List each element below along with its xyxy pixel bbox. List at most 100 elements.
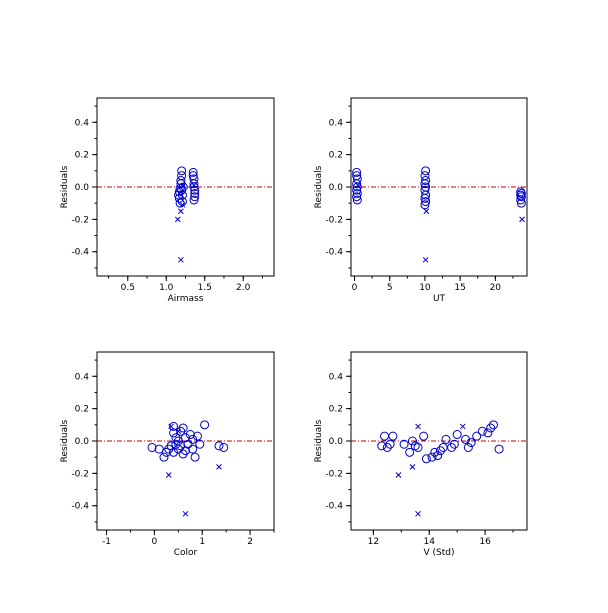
data-point-circle <box>421 166 431 176</box>
data-point-circle <box>427 452 437 462</box>
x-tick-label: 0 <box>152 537 158 547</box>
data-point-circle <box>435 446 445 456</box>
data-point-circle <box>447 442 457 452</box>
y-tick-label: 0.2 <box>75 151 89 161</box>
x-tick-label: 1.0 <box>159 283 174 293</box>
y-tick-label: -0.2 <box>71 215 89 225</box>
data-point-circle <box>189 179 199 189</box>
data-point-circle <box>161 447 171 457</box>
x-tick-label: 5 <box>387 283 393 293</box>
data-point-circle <box>388 431 398 441</box>
data-point-circle <box>352 192 362 202</box>
data-point-circle <box>200 420 210 430</box>
data-point-circle <box>352 188 362 198</box>
data-point-circle <box>174 193 184 203</box>
data-point-circle <box>181 446 190 456</box>
data-point-circle <box>188 434 198 444</box>
data-point-cross <box>395 472 402 478</box>
data-point-circle <box>147 442 157 452</box>
data-point-circle <box>441 434 451 444</box>
data-point-circle <box>380 431 390 441</box>
y-tick-label: -0.4 <box>325 502 343 512</box>
data-point-circle <box>185 430 195 440</box>
data-point-circle <box>171 439 181 449</box>
y-tick-label: 0.4 <box>329 372 344 382</box>
data-point-circle <box>195 439 205 449</box>
y-tick-label: -0.2 <box>71 469 89 479</box>
data-point-circle <box>421 454 431 464</box>
data-point-circle <box>181 433 190 443</box>
data-point-cross <box>216 464 222 470</box>
y-tick-label: 0.0 <box>329 183 344 193</box>
data-point-circle <box>405 447 415 457</box>
plot-panel-1: 0.5 1.0 1.5 2.0 -0.4 -0.2 0.0 0.2 0.4 Airmass Resi… <box>60 97 275 304</box>
data-point-circle <box>189 195 199 205</box>
data-point-circle <box>176 441 186 451</box>
x-tick-label: 15 <box>454 283 465 293</box>
data-point-circle <box>466 438 476 448</box>
data-point-circle <box>516 195 526 205</box>
data-point-circle <box>352 167 362 177</box>
data-point-circle <box>421 190 431 200</box>
data-point-circle <box>177 171 187 181</box>
data-point-cross <box>191 182 197 189</box>
data-point-circle <box>219 442 229 452</box>
data-point-circle <box>164 444 174 454</box>
y-tick-label: 0.4 <box>75 118 90 128</box>
data-point-circle <box>214 441 224 451</box>
data-point-circle <box>159 452 169 462</box>
y-tick-label: 0.2 <box>329 151 343 161</box>
data-point-circle <box>449 439 459 449</box>
plot-panel-3: -1 0 1 2 -0.4 -0.2 0.0 0.2 0.4 Color Residuals <box>60 351 275 558</box>
data-point-circle <box>385 439 395 449</box>
y-tick-label: -0.2 <box>325 469 343 479</box>
x-axis-label: V (Std) <box>424 548 455 558</box>
data-point-circle <box>173 444 183 454</box>
plot-panel-2: 0 5 10 15 20 -0.4 -0.2 0.0 0.2 0.4 UT Residuals <box>314 97 528 304</box>
data-point-circle <box>430 447 440 457</box>
data-point-cross <box>179 201 186 208</box>
data-point-circle <box>352 182 362 192</box>
x-tick-label: 20 <box>490 283 502 293</box>
data-point-circle <box>420 200 430 210</box>
y-axis-label: Residuals <box>60 419 70 462</box>
y-tick-label: 0.0 <box>75 437 90 447</box>
data-point-cross <box>519 216 525 223</box>
y-axis-label: Residuals <box>314 165 324 208</box>
y-axis-label: Residuals <box>314 419 324 462</box>
data-point-cross <box>168 423 175 430</box>
data-point-circle <box>178 449 188 459</box>
data-point-cross <box>165 472 172 478</box>
data-point-circle <box>486 423 496 433</box>
data-point-circle <box>192 431 202 441</box>
y-tick-label: -0.4 <box>71 502 89 512</box>
data-point-cross <box>415 510 421 517</box>
x-tick-label: -1 <box>102 537 111 547</box>
data-point-circle <box>377 441 387 451</box>
data-point-circle <box>190 188 200 198</box>
data-point-circle <box>166 441 176 451</box>
data-point-circle <box>472 431 482 441</box>
data-point-circle <box>352 195 362 205</box>
y-tick-label: -0.2 <box>325 215 343 225</box>
y-tick-label: 0.4 <box>75 372 90 382</box>
data-point-circle <box>188 444 198 454</box>
y-tick-label: -0.4 <box>71 248 89 258</box>
data-point-circle <box>190 192 200 202</box>
data-point-cross <box>174 216 181 223</box>
x-tick-label: 0 <box>352 283 358 293</box>
data-point-circle <box>410 441 420 451</box>
data-point-circle <box>421 197 431 207</box>
y-tick-label: 0.2 <box>75 405 89 415</box>
x-tick-label: 0.5 <box>121 283 135 293</box>
data-point-circle <box>516 198 526 208</box>
data-point-circle <box>461 434 471 444</box>
y-tick-label: 0.2 <box>329 405 343 415</box>
y-tick-label: 0.0 <box>329 437 344 447</box>
data-point-cross <box>178 256 184 263</box>
data-point-cross <box>409 464 416 470</box>
x-tick-label: 2.0 <box>236 283 251 293</box>
y-tick-label: 0.4 <box>329 118 344 128</box>
data-point-cross <box>423 208 430 215</box>
